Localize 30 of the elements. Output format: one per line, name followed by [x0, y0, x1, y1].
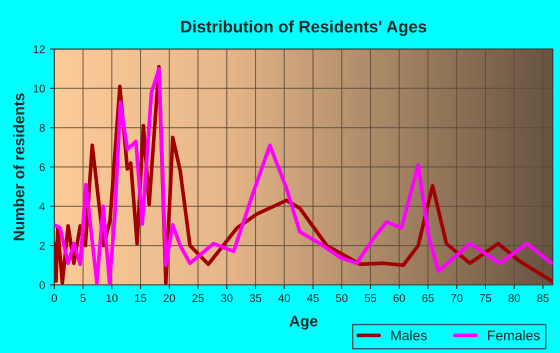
y-tick-label: 10	[34, 84, 45, 93]
x-tick-label: 15	[135, 294, 146, 302]
x-tick-label: 45	[307, 294, 319, 302]
x-axis-title: Age	[289, 316, 318, 330]
y-tick-label: 2	[40, 242, 45, 250]
x-tick-label: 75	[480, 294, 492, 302]
x-tick-label: 20	[164, 294, 176, 302]
x-tick-label: 0	[52, 294, 57, 302]
x-tick-label: 10	[106, 294, 118, 302]
x-tick-label: 60	[394, 294, 405, 302]
x-tick-label: 85	[537, 294, 549, 302]
y-tick-label: 4	[39, 202, 45, 210]
x-tick-label: 65	[422, 294, 434, 302]
x-tick-label: 40	[278, 294, 290, 302]
x-tick-label: 80	[508, 294, 520, 302]
x-tick-label: 55	[364, 294, 376, 302]
y-tick-label: 8	[40, 124, 45, 132]
x-tick-label: 30	[221, 294, 233, 302]
y-tick-label: 6	[40, 163, 45, 172]
x-tick-label: 35	[250, 294, 262, 302]
x-tick-label: 25	[192, 294, 204, 302]
chart-title: Distribution of Residents' Ages	[181, 20, 426, 36]
y-axis-title: Number of residents	[13, 93, 24, 240]
x-tick-label: 70	[451, 294, 462, 302]
legend-label: Females	[488, 330, 540, 340]
y-tick-label: 0	[40, 281, 45, 290]
x-tick-label: 50	[336, 294, 348, 302]
y-tick-label: 12	[34, 45, 45, 54]
legend-label: Males	[391, 330, 427, 340]
x-tick-label: 5	[80, 294, 86, 302]
